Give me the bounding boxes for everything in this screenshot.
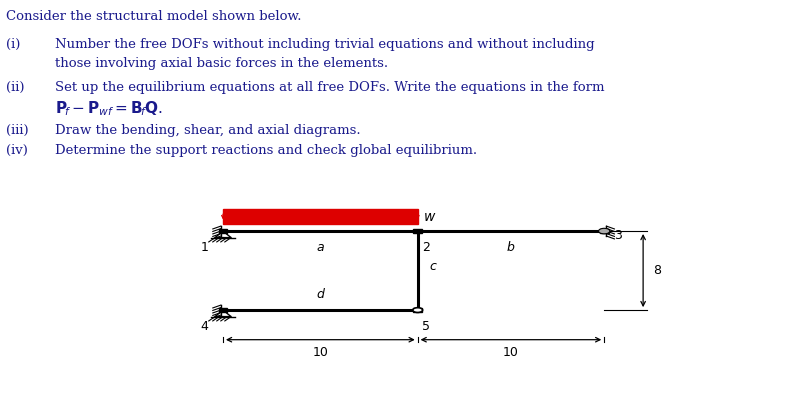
Text: (i): (i) — [6, 38, 21, 51]
Bar — [414, 308, 423, 312]
Text: 3: 3 — [614, 229, 622, 241]
Text: $\mathbf{P}_{\!f} - \mathbf{P}_{wf} = \mathbf{B}_{\!f}\mathbf{Q}.$: $\mathbf{P}_{\!f} - \mathbf{P}_{wf} = \m… — [55, 100, 163, 118]
Text: (ii): (ii) — [6, 81, 25, 94]
Text: those involving axial basic forces in the elements.: those involving axial basic forces in th… — [55, 57, 388, 70]
Bar — [600, 229, 608, 233]
Text: w: w — [423, 210, 435, 224]
Text: (iv): (iv) — [6, 143, 28, 156]
Text: c: c — [430, 260, 436, 273]
Text: 1: 1 — [200, 241, 208, 254]
Text: 8: 8 — [653, 264, 661, 277]
Circle shape — [599, 228, 610, 234]
Text: 10: 10 — [312, 346, 328, 359]
Text: (iii): (iii) — [6, 124, 29, 137]
Text: 5: 5 — [422, 320, 430, 333]
Text: 2: 2 — [422, 241, 430, 254]
Bar — [223, 209, 418, 224]
Text: Determine the support reactions and check global equilibrium.: Determine the support reactions and chec… — [55, 143, 477, 156]
Bar — [219, 229, 227, 233]
Text: b: b — [507, 241, 515, 254]
Text: d: d — [316, 288, 324, 301]
Circle shape — [413, 308, 423, 312]
Text: a: a — [316, 241, 324, 254]
Text: Number the free DOFs without including trivial equations and without including: Number the free DOFs without including t… — [55, 38, 594, 51]
Text: 10: 10 — [503, 346, 519, 359]
Text: Set up the equilibrium equations at all free DOFs. Write the equations in the fo: Set up the equilibrium equations at all … — [55, 81, 605, 94]
Text: 4: 4 — [200, 320, 208, 333]
Bar — [414, 229, 423, 233]
Text: Draw the bending, shear, and axial diagrams.: Draw the bending, shear, and axial diagr… — [55, 124, 361, 137]
Bar — [219, 308, 227, 312]
Text: Consider the structural model shown below.: Consider the structural model shown belo… — [6, 10, 302, 23]
